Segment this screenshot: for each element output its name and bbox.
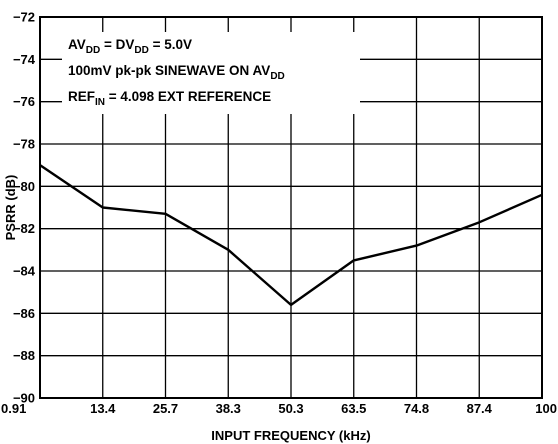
y-tick-labels: −72 −74 −76 −78 −80 −82 −84 −86 −88 −90	[13, 10, 36, 406]
y-tick-label: −84	[13, 264, 36, 279]
annotation-line: REFIN = 4.098 EXT REFERENCE	[68, 89, 271, 108]
x-axis-label: INPUT FREQUENCY (kHz)	[211, 428, 370, 443]
annotation-background	[62, 32, 360, 114]
x-tick-labels: 0.91 13.4 25.7 38.3 50.3 63.5 74.8 87.4 100	[1, 401, 557, 416]
x-tick-label: 74.8	[404, 401, 429, 416]
y-axis-label: PSRR (dB)	[3, 175, 18, 241]
y-tick-label: −78	[13, 137, 35, 152]
y-tick-label: −74	[13, 52, 36, 67]
x-tick-label: 63.5	[341, 401, 366, 416]
y-tick-label: −80	[13, 179, 35, 194]
y-tick-label: −88	[13, 348, 35, 363]
plot-frame	[39, 16, 543, 399]
series-layer	[39, 164, 543, 307]
annotation-line: AVDD = DVDD = 5.0V	[68, 37, 192, 56]
x-tick-label: 38.3	[216, 401, 241, 416]
annotation-block: AVDD = DVDD = 5.0V 100mV pk-pk SINEWAVE O…	[68, 37, 285, 108]
series-line	[39, 164, 543, 307]
x-tick-label: 100	[535, 401, 557, 416]
y-tick-label: −86	[13, 306, 35, 321]
y-tick-label: −72	[13, 10, 35, 25]
y-tick-label: −76	[13, 94, 35, 109]
y-tick-label: −82	[13, 221, 35, 236]
x-tick-label: 50.3	[278, 401, 303, 416]
x-tick-label: 0.91	[1, 401, 26, 416]
x-tick-label: 13.4	[90, 401, 116, 416]
y-tick-label: −90	[13, 391, 35, 406]
annotation-line: 100mV pk-pk SINEWAVE ON AVDD	[68, 63, 285, 82]
x-tick-label: 25.7	[153, 401, 178, 416]
x-tick-label: 87.4	[467, 401, 493, 416]
